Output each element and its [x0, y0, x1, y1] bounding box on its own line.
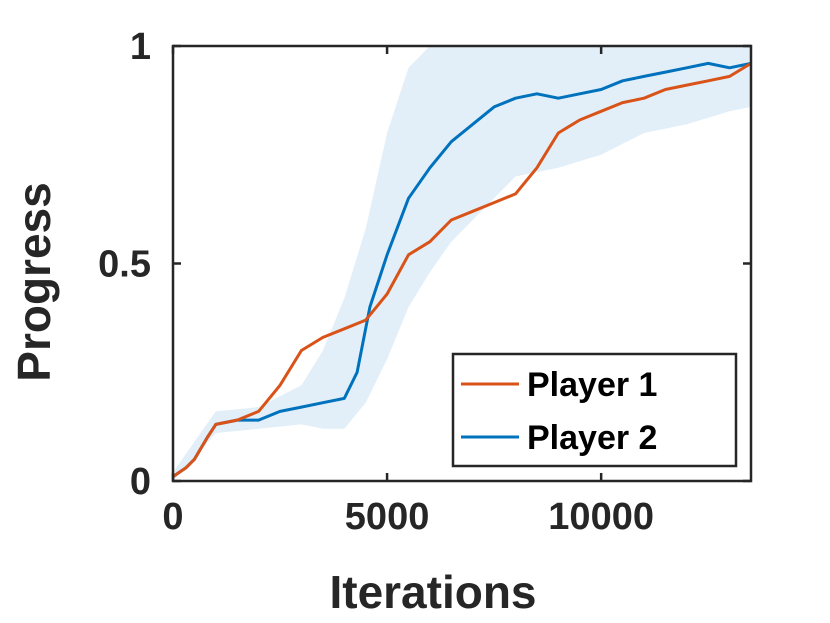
x-axis: 0 5000 10000 — [162, 46, 654, 538]
confidence-band-1 — [173, 46, 751, 481]
x-tick-label: 10000 — [548, 496, 654, 538]
y-tick-label: 1 — [130, 26, 151, 68]
series-layer — [172, 61, 752, 478]
y-tick-label: 0 — [130, 461, 151, 503]
legend: Player 1 Player 2 — [451, 352, 738, 468]
legend-box — [451, 352, 738, 468]
x-axis-label: Iterations — [329, 566, 536, 618]
x-tick-label: 0 — [162, 496, 183, 538]
confidence-band-layer — [173, 46, 751, 481]
y-tick-label: 0.5 — [98, 244, 151, 286]
y-axis-label: Progress — [8, 182, 60, 381]
legend-label-player-1: Player 1 — [527, 366, 657, 404]
x-tick-label: 5000 — [345, 496, 430, 538]
legend-label-player-2: Player 2 — [527, 419, 657, 457]
series-line-player-1 — [172, 62, 752, 478]
y-axis: 00.51 — [98, 26, 751, 503]
